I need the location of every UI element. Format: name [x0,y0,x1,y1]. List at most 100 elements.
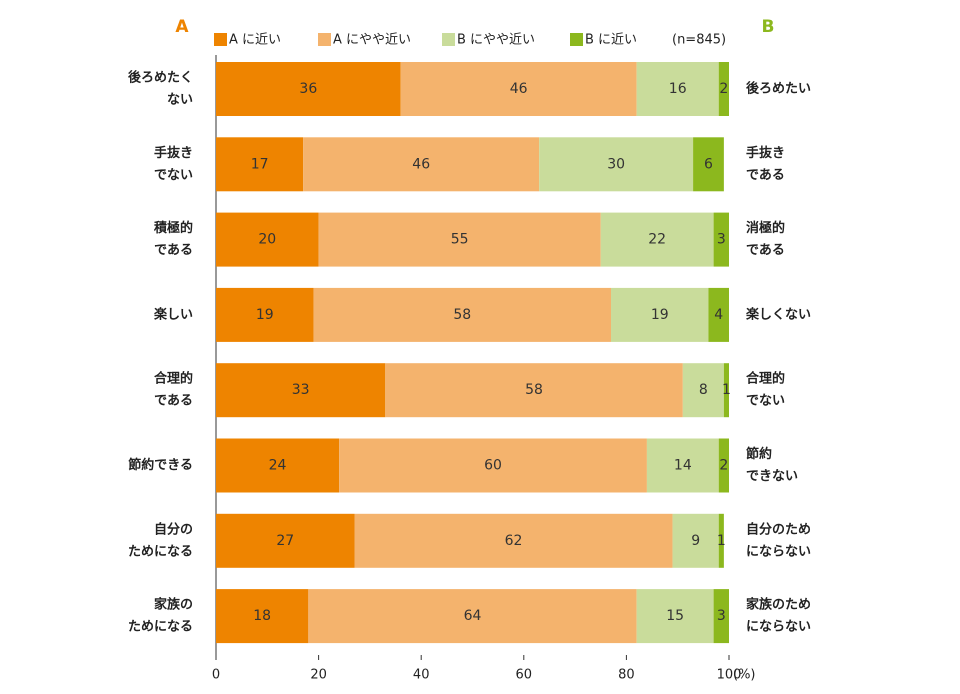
value-label: 1 [717,533,726,549]
bar-segment [539,137,694,192]
value-label: 9 [691,533,700,549]
value-label: 33 [292,382,310,398]
category-label: ためになる [128,544,193,559]
category-label: 後ろめたく [128,70,193,86]
value-label: 3 [717,608,726,624]
value-label: 58 [453,307,471,323]
left-heading: A [175,17,189,37]
value-label: 30 [607,156,625,172]
value-label: 27 [276,533,294,549]
right-category-label: 家族のため [746,597,811,613]
x-tick-label: 80 [618,668,635,683]
value-label: 19 [256,307,274,323]
bar-segment [216,137,304,192]
value-label: 16 [669,81,687,97]
x-tick-label: 100 [717,668,742,683]
bar-segment [682,363,724,418]
right-category-label: 消極的 [746,220,785,236]
bar-segment [216,513,355,568]
value-label: 36 [299,81,317,97]
value-label: 1 [722,382,731,398]
category-label: ない [167,93,193,108]
x-tick-label: 20 [310,668,327,683]
value-label: 24 [269,458,287,474]
bar-segment [216,62,401,116]
category-label: である [154,243,193,258]
right-heading: B [762,17,775,37]
bar-segment [216,438,340,493]
value-label: 46 [412,156,430,172]
category-label: ためになる [128,620,193,635]
bar-segment [318,212,601,267]
bar-segment [713,212,729,267]
bar-segment [216,589,309,644]
legend-label: B に近い [585,33,637,48]
category-label: 手抜き [154,145,193,161]
bar-segment [672,513,719,568]
category-label: 積極的 [153,220,193,236]
right-category-label: 後ろめたい [746,81,811,97]
right-category-label: 合理的 [746,371,785,387]
category-label: 楽しい [153,306,193,322]
value-label: 19 [651,307,669,323]
bar-segment [718,513,724,568]
bar-segment [400,62,637,116]
category-label: 合理的 [154,371,193,387]
value-label: 2 [719,81,728,97]
value-label: 3 [717,232,726,248]
value-label: 14 [674,458,692,474]
category-label: である [154,394,193,409]
value-label: 4 [714,307,723,323]
value-label: 15 [666,608,684,624]
value-label: 58 [525,382,543,398]
bar-segment [303,137,540,192]
bar-segment [385,363,683,418]
category-label: 自分の [154,521,193,537]
x-tick-label: 0 [212,668,220,683]
bar-segment [708,287,729,342]
legend-label: A にやや近い [333,33,411,48]
value-label: 18 [253,608,271,624]
bar-segment [611,287,709,342]
category-label: 家族の [154,597,193,613]
value-label: 62 [505,533,523,549]
bar-segment [600,212,714,267]
right-category-label: 自分のため [746,521,811,537]
bar-segment [308,589,637,644]
value-label: 64 [464,608,482,624]
bar-segment [723,363,729,418]
right-category-label: 節約 [746,446,772,462]
bar-segment [646,438,719,493]
right-category-label: にならない [746,544,811,559]
legend-swatch [214,33,227,46]
bar-segment [216,287,314,342]
sample-note: (n=845) [672,33,726,48]
right-category-label: 手抜き [746,145,785,161]
value-label: 20 [258,232,276,248]
bar-segment [354,513,673,568]
right-category-label: である [746,168,785,183]
bar-segment [216,212,319,267]
category-label: 節約できる [128,457,193,473]
bar-segment [216,363,386,418]
value-label: 17 [251,156,269,172]
right-category-label: 楽しくない [745,306,811,322]
legend-label: B にやや近い [457,33,535,48]
value-label: 22 [648,232,666,248]
x-tick-label: 40 [413,668,430,683]
right-category-label: でない [746,394,785,409]
category-label: でない [154,168,193,183]
value-label: 55 [451,232,469,248]
bar-segment [636,62,719,116]
right-category-label: である [746,243,785,258]
x-unit: (%) [733,668,756,683]
x-tick-label: 60 [516,668,533,683]
bar-segment [713,589,729,644]
bar-segment [313,287,612,342]
bar-segment [718,438,729,493]
legend-swatch [318,33,331,46]
value-label: 8 [699,382,708,398]
legend-label: A に近い [229,33,281,48]
value-label: 6 [704,156,713,172]
bar-segment [718,62,729,116]
